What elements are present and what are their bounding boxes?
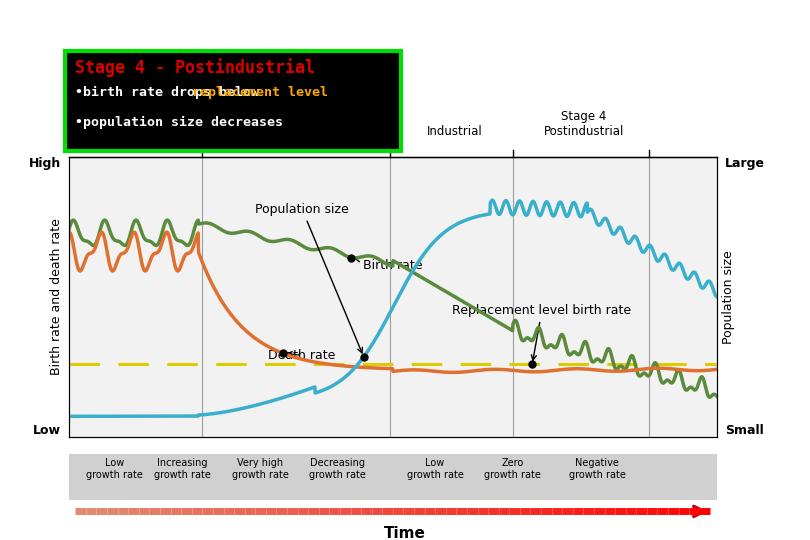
Y-axis label: Population size: Population size [723,250,735,344]
Text: Stage 4 - Postindustrial: Stage 4 - Postindustrial [75,58,314,77]
Text: Transitional: Transitional [265,125,333,138]
Text: Decreasing
growth rate: Decreasing growth rate [309,458,366,480]
Text: •population size decreases: •population size decreases [75,116,283,129]
Text: Birth rate: Birth rate [355,257,423,272]
Text: Low: Low [33,424,61,437]
Text: Preindustrial: Preindustrial [100,125,174,138]
Text: Industrial: Industrial [427,125,482,138]
Text: Time: Time [384,526,426,540]
Text: •birth rate drops below: •birth rate drops below [75,86,266,99]
Text: Death rate: Death rate [268,349,336,362]
Text: Population size: Population size [255,202,362,353]
Text: Replacement level birth rate: Replacement level birth rate [452,304,632,360]
Text: Low
growth rate: Low growth rate [407,458,463,480]
Text: Increasing
growth rate: Increasing growth rate [154,458,211,480]
Y-axis label: Birth rate and death rate: Birth rate and death rate [50,219,63,375]
Text: Small: Small [725,424,763,437]
Text: Zero
growth rate: Zero growth rate [484,458,541,480]
Text: Low
growth rate: Low growth rate [86,458,143,480]
Text: Large: Large [725,157,765,170]
Text: Stage 4
Postindustrial: Stage 4 Postindustrial [544,110,625,138]
Text: Very high
growth rate: Very high growth rate [232,458,288,480]
Text: replacement level: replacement level [192,86,328,99]
Text: Negative
growth rate: Negative growth rate [569,458,625,480]
Text: High: High [29,157,61,170]
